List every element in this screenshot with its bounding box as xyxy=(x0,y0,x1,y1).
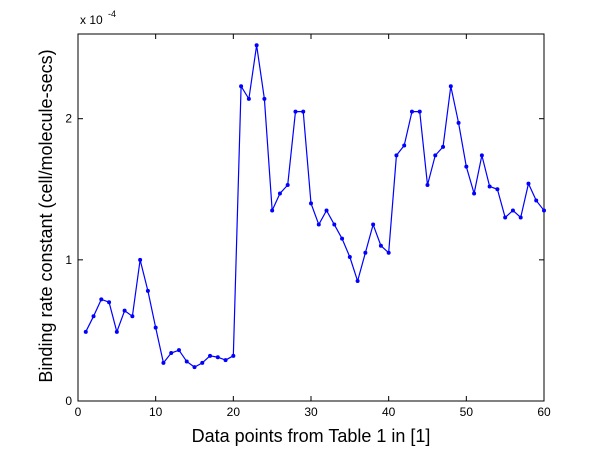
data-point xyxy=(293,109,298,114)
data-point xyxy=(441,144,446,149)
y-tick-label: 0 xyxy=(65,394,72,408)
data-point xyxy=(340,236,345,241)
plot-area xyxy=(77,33,545,402)
data-point xyxy=(138,257,143,262)
series-points xyxy=(83,43,546,370)
data-point xyxy=(122,308,127,313)
data-point xyxy=(254,43,259,48)
x-tick-label: 60 xyxy=(537,405,551,419)
x-tick-label: 40 xyxy=(382,405,396,419)
data-point xyxy=(107,300,112,305)
data-point xyxy=(409,109,414,114)
x-axis: 0 10 20 30 40 50 60 xyxy=(75,34,551,419)
data-point xyxy=(347,255,352,260)
data-point xyxy=(200,360,205,365)
data-point xyxy=(332,222,337,227)
y-axis: 0 1 2 xyxy=(65,112,544,408)
x-tick-label: 0 xyxy=(75,405,82,419)
data-point xyxy=(176,348,181,353)
data-point xyxy=(277,191,282,196)
data-point xyxy=(402,143,407,148)
x-tick-label: 30 xyxy=(304,405,318,419)
data-point xyxy=(91,314,96,319)
series-line xyxy=(85,45,545,368)
data-point xyxy=(371,222,376,227)
data-point xyxy=(215,355,220,360)
data-point xyxy=(363,250,368,255)
data-point xyxy=(425,183,430,188)
data-point xyxy=(114,329,119,334)
data-point xyxy=(316,222,321,227)
x-axis-label: Data points from Table 1 in [1] xyxy=(192,426,431,446)
y-axis-label: Binding rate constant (cell/molecule-sec… xyxy=(36,49,56,382)
data-point xyxy=(378,243,383,248)
data-point xyxy=(161,360,166,365)
data-point xyxy=(534,198,539,203)
data-point xyxy=(83,329,88,334)
data-point xyxy=(99,297,104,302)
data-point xyxy=(542,208,546,213)
data-point xyxy=(479,153,484,158)
data-point xyxy=(386,250,391,255)
data-point xyxy=(153,325,158,330)
data-point xyxy=(324,208,329,213)
data-point xyxy=(270,208,275,213)
y-tick-label: 2 xyxy=(65,112,72,126)
y-scale-exponent: -4 xyxy=(108,9,116,19)
data-point xyxy=(285,183,290,188)
data-point xyxy=(246,96,251,101)
y-tick-label: 1 xyxy=(65,253,72,267)
data-point xyxy=(309,201,313,206)
data-point xyxy=(184,359,189,364)
data-point xyxy=(394,153,399,158)
data-point xyxy=(192,365,197,370)
data-point xyxy=(208,353,213,358)
x-tick-label: 10 xyxy=(149,405,163,419)
x-tick-label: 50 xyxy=(460,405,474,419)
data-point xyxy=(518,215,523,220)
x-tick-label: 20 xyxy=(227,405,241,419)
data-point xyxy=(355,279,360,284)
data-point xyxy=(231,353,236,358)
data-point xyxy=(239,84,244,89)
data-point xyxy=(145,288,150,293)
data-point xyxy=(417,109,422,114)
data-point xyxy=(301,109,306,114)
data-point xyxy=(130,314,135,319)
data-point xyxy=(510,208,515,213)
data-point xyxy=(495,187,500,192)
data-point xyxy=(487,184,492,189)
data-point xyxy=(456,120,461,125)
data-point xyxy=(169,351,174,356)
data-point xyxy=(472,191,477,196)
data-point xyxy=(433,153,438,158)
data-point xyxy=(464,164,469,169)
data-point xyxy=(503,215,508,220)
y-scale-base: x 10 xyxy=(80,13,103,27)
data-point xyxy=(448,84,453,89)
data-point xyxy=(526,181,531,186)
data-point xyxy=(223,358,228,363)
data-point xyxy=(262,96,267,101)
